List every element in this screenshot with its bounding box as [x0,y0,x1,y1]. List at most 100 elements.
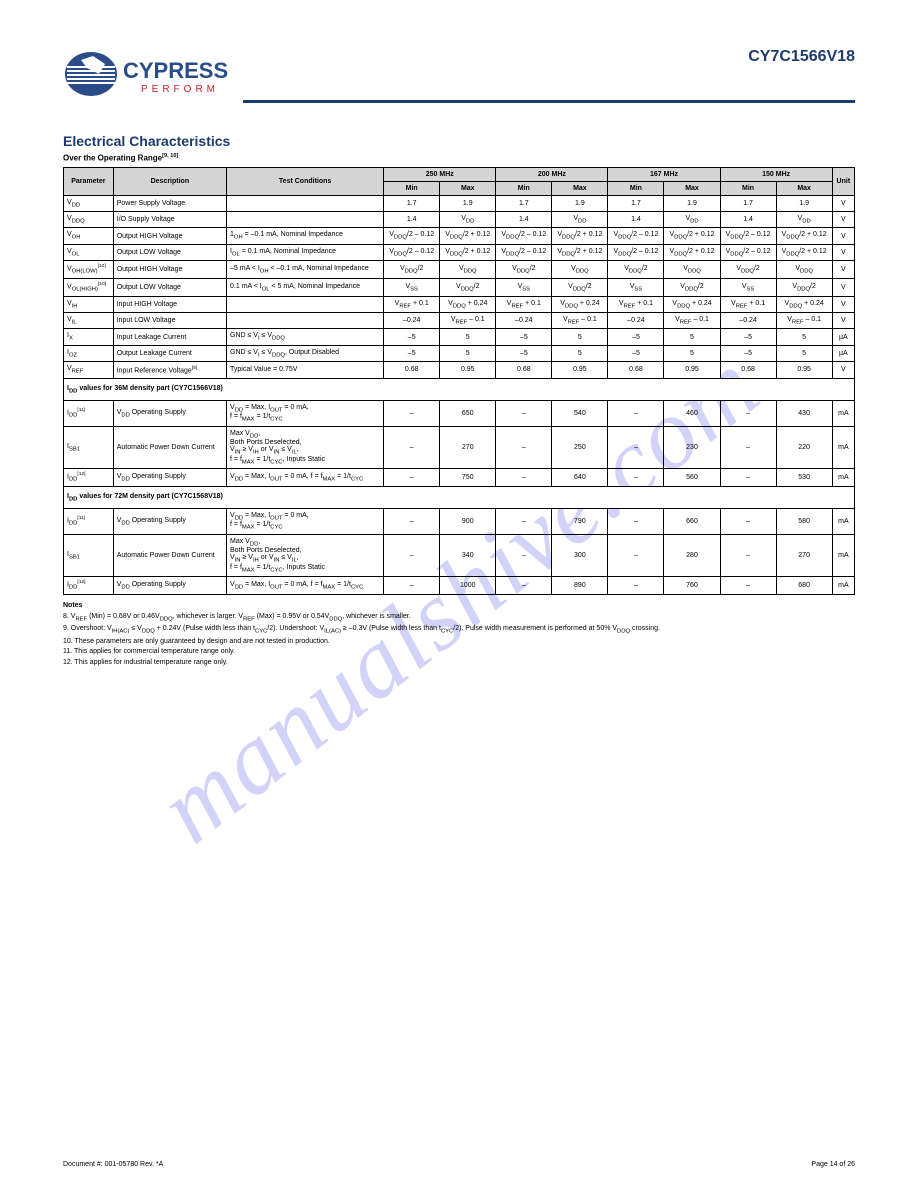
cell-value: –0.24 [720,313,776,329]
cell-value: VDDQ/2 [552,278,608,296]
cell-value: –0.24 [384,313,440,329]
cell-value: 680 [776,577,832,595]
cell-cond: –5 mA < IOH < –0.1 mA, Nominal Impedance [227,261,384,279]
cell-param: IDD[12] [64,577,114,595]
cell-value: – [496,468,552,486]
cell-value: VDDQ [664,261,720,279]
table-row: IDD[12]VDD Operating SupplyVDD = Max, IO… [64,468,855,486]
cell-desc: I/O Supply Voltage [113,212,226,228]
col-min: Min [384,181,440,195]
cell-param: VREF [64,362,114,378]
cell-value: VDDQ/2 – 0.12 [496,244,552,260]
cell-value: VDDQ/2 – 0.12 [496,228,552,244]
cell-value: – [384,509,440,535]
cell-value: VDDQ [440,261,496,279]
cell-value: VDDQ/2 + 0.12 [440,228,496,244]
cell-value: VDDQ/2 [776,278,832,296]
cell-value: 560 [664,468,720,486]
cell-value: VDDQ/2 + 0.12 [664,244,720,260]
cell-value: – [720,534,776,576]
cell-unit: mA [832,426,854,468]
table-row: ISB1Automatic Power Down CurrentMax VDD,… [64,426,855,468]
table-row: VDDPower Supply Voltage1.71.91.71.91.71.… [64,195,855,211]
cell-value: VDDQ/2 + 0.12 [552,228,608,244]
cell-value: VSS [384,278,440,296]
cell-value: VDDQ + 0.24 [552,296,608,312]
cell-cond: Max VDD,Both Ports Deselected,VIN ≥ VIH … [227,534,384,576]
cell-cond: VDD = Max, IOUT = 0 mA, f = fMAX = 1/tCY… [227,468,384,486]
cell-value: 5 [776,329,832,345]
table-row: IDD[11]VDD Operating SupplyVDD = Max, IO… [64,401,855,427]
cell-value: VDDQ/2 + 0.12 [776,228,832,244]
cell-value: 750 [440,468,496,486]
cell-value: 5 [664,345,720,361]
cell-cond: IOL = 0.1 mA, Nominal Impedance [227,244,384,260]
cell-desc: Automatic Power Down Current [113,534,226,576]
cell-value: VDDQ/2 + 0.12 [776,244,832,260]
cell-value: 0.68 [608,362,664,378]
cell-value: 1000 [440,577,496,595]
cell-unit: mA [832,534,854,576]
cell-value: – [720,577,776,595]
cell-cond: VDD = Max, IOUT = 0 mA,f = fMAX = 1/tCYC [227,401,384,427]
cell-value: VDDQ/2 – 0.12 [384,244,440,260]
cell-value: – [720,426,776,468]
cell-param: VDD [64,195,114,211]
cell-unit: V [832,296,854,312]
cell-value: – [496,534,552,576]
footnote-item: 12. This applies for industrial temperat… [63,658,855,668]
cell-value: –5 [608,345,664,361]
cell-value: 890 [552,577,608,595]
cell-value: – [608,534,664,576]
table-row: VOHOutput HIGH Voltage1OH = –0.1 mA, Nom… [64,228,855,244]
cell-unit: V [832,228,854,244]
cell-desc: Input Leakage Current [113,329,226,345]
cell-value: 280 [664,534,720,576]
cell-value: –5 [720,329,776,345]
cell-value: 5 [776,345,832,361]
col-parameter: Parameter [64,167,114,195]
col-200mhz: 200 MHz [496,167,608,181]
cell-desc: VDD Operating Supply [113,577,226,595]
cell-unit: mA [832,577,854,595]
table-row: IDD[12]VDD Operating SupplyVDD = Max, IO… [64,577,855,595]
col-description: Description [113,167,226,195]
cell-value: 1.7 [608,195,664,211]
cell-desc: VDD Operating Supply [113,509,226,535]
cell-value: 0.95 [552,362,608,378]
cell-value: – [496,509,552,535]
table-row: VREFInput Reference Voltage[8]Typical Va… [64,362,855,378]
cell-value: VREF + 0.1 [720,296,776,312]
col-max: Max [664,181,720,195]
cell-value: VDDQ + 0.24 [664,296,720,312]
cell-param: VIH [64,296,114,312]
cell-value: VDDQ/2 [496,261,552,279]
document-page: CYPRESS PERFORM CY7C1566V18 Electrical C… [0,0,918,699]
electrical-characteristics-table: Parameter Description Test Conditions 25… [63,167,855,595]
cell-value: 1.4 [720,212,776,228]
cell-value: VDD [664,212,720,228]
cypress-logo: CYPRESS PERFORM [63,46,243,102]
cell-desc: Input LOW Voltage [113,313,226,329]
col-max: Max [440,181,496,195]
cell-value: 270 [440,426,496,468]
caption-footnote: [9, 10] [162,153,178,159]
cell-value: – [720,509,776,535]
cell-value: 1.7 [720,195,776,211]
cell-value: 530 [776,468,832,486]
cell-value: VDDQ + 0.24 [440,296,496,312]
footer-left: Document #: 001-05780 Rev. *A [63,1161,163,1168]
cell-cond: VDD = Max, IOUT = 0 mA, f = fMAX = 1/tCY… [227,577,384,595]
cell-value: VDDQ/2 – 0.12 [608,244,664,260]
cell-cond: 0.1 mA < IOL < 5 mA, Nominal Impedance [227,278,384,296]
footnote-item: 8. VREF (Min) = 0.68V or 0.46VDDQ, which… [63,612,855,624]
table-row: IDD[11]VDD Operating SupplyVDD = Max, IO… [64,509,855,535]
cell-unit: V [832,212,854,228]
cell-desc: Output Leakage Current [113,345,226,361]
cell-value: –5 [384,329,440,345]
cell-cond: GND ≤ VI ≤ VDDQ, Output Disabled [227,345,384,361]
cell-param: VOH(LOW)[10] [64,261,114,279]
cell-value: 300 [552,534,608,576]
col-unit: Unit [832,167,854,195]
cell-desc: Automatic Power Down Current [113,426,226,468]
